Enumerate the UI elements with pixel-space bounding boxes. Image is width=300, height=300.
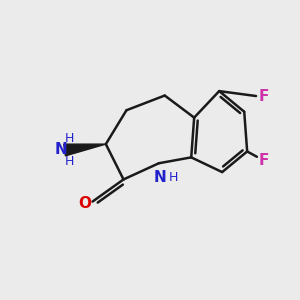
- Polygon shape: [64, 144, 106, 156]
- Text: F: F: [258, 153, 268, 168]
- Text: H: H: [64, 155, 74, 168]
- Text: H: H: [64, 132, 74, 145]
- Text: N: N: [154, 170, 167, 185]
- Text: N: N: [55, 142, 68, 158]
- Text: O: O: [78, 196, 91, 211]
- Text: H: H: [168, 172, 178, 184]
- Text: F: F: [258, 89, 268, 104]
